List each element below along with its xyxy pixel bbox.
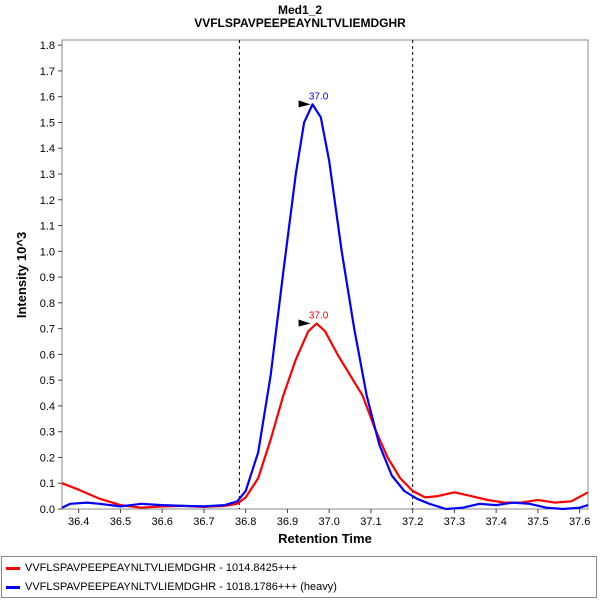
x-tick-label: 36.4: [68, 516, 89, 528]
x-tick-label: 36.6: [151, 516, 172, 528]
y-tick-label: 0.4: [40, 401, 55, 413]
peak-label-0: 37.0: [309, 310, 329, 321]
integration-boundaries: [238, 40, 414, 509]
series-layer: 37.0 37.0: [61, 91, 589, 511]
y-tick-label: 1.6: [40, 92, 55, 104]
legend-item-heavy: VVFLSPAVPEEPEAYNLTVLIEMDGHR - 1018.1786+…: [6, 579, 337, 595]
x-tick-label: 37.4: [485, 516, 506, 528]
legend-label-heavy: VVFLSPAVPEEPEAYNLTVLIEMDGHR - 1018.1786+…: [25, 581, 337, 593]
legend: VVFLSPAVPEEPEAYNLTVLIEMDGHR - 1014.8425+…: [1, 556, 597, 598]
y-axis-ticks: 0.0 0.1 0.2 0.3 0.4 0.5 0.6 0.7 0.8 0.9 1.0 1.1 1.2 1…: [40, 40, 62, 516]
legend-item-light: VVFLSPAVPEEPEAYNLTVLIEMDGHR - 1014.8425+…: [6, 560, 297, 576]
chart-title: Med1_2: [278, 3, 322, 17]
y-tick-label: 1.5: [40, 117, 55, 129]
x-tick-label: 37.0: [318, 516, 339, 528]
peak-marker-0: [298, 319, 311, 327]
y-tick-label: 0.1: [40, 478, 55, 490]
y-tick-label: 0.7: [40, 324, 55, 336]
x-tick-label: 37.2: [402, 516, 423, 528]
x-axis-label: Retention Time: [278, 531, 372, 546]
x-tick-label: 36.9: [277, 516, 298, 528]
x-tick-label: 37.1: [360, 516, 381, 528]
x-tick-label: 37.6: [569, 516, 590, 528]
y-tick-label: 0.8: [40, 298, 55, 310]
y-tick-label: 0.2: [40, 452, 55, 464]
peak-marker-1: [298, 100, 311, 108]
plot-area: [61, 39, 589, 510]
y-tick-label: 0.5: [40, 375, 55, 387]
x-axis-ticks: 36.4 36.5 36.6 36.7 36.8 36.9 37.0 37.1 37.2 37.3…: [68, 509, 590, 528]
x-tick-label: 36.8: [235, 516, 256, 528]
y-tick-label: 1.2: [40, 195, 55, 207]
x-tick-label: 36.5: [110, 516, 131, 528]
y-tick-label: 0.3: [40, 427, 55, 439]
y-tick-label: 1.8: [40, 40, 55, 52]
y-axis-label: Intensity 10^3: [14, 232, 29, 318]
y-tick-label: 1.4: [40, 143, 55, 155]
y-tick-label: 1.1: [40, 221, 55, 233]
x-tick-label: 37.5: [527, 516, 548, 528]
x-tick-label: 36.7: [193, 516, 214, 528]
y-tick-label: 1.3: [40, 169, 55, 181]
y-tick-label: 0.6: [40, 349, 55, 361]
x-tick-label: 37.3: [444, 516, 465, 528]
legend-swatch-heavy: [6, 585, 20, 589]
chart-subtitle: VVFLSPAVPEEPEAYNLTVLIEMDGHR: [194, 16, 406, 30]
peak-label-1: 37.0: [309, 91, 329, 102]
y-tick-label: 0.9: [40, 272, 55, 284]
legend-label-light: VVFLSPAVPEEPEAYNLTVLIEMDGHR - 1014.8425+…: [25, 562, 298, 574]
y-tick-label: 1.7: [40, 66, 55, 78]
y-tick-label: 1.0: [40, 246, 55, 258]
y-tick-label: 0.0: [40, 504, 55, 516]
series-line-1: [61, 103, 589, 511]
legend-swatch-light: [6, 566, 20, 570]
